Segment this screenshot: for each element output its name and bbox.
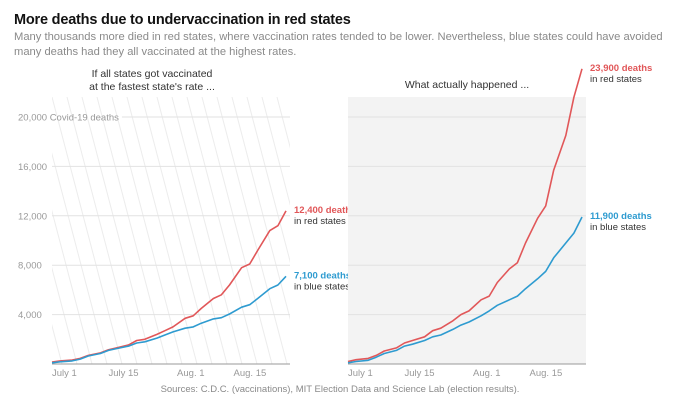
x-tick-label: July 1	[348, 368, 373, 379]
hatch-pattern	[0, 97, 290, 364]
y-tick-label: 8,000	[18, 261, 42, 272]
x-tick-label: Aug. 15	[234, 368, 267, 379]
hatch-line	[0, 97, 17, 364]
x-tick-label: July 15	[404, 368, 434, 379]
series-line-blue-states	[51, 275, 287, 364]
hatch-line	[52, 152, 108, 364]
panel-title: What actually happened ...	[405, 79, 529, 91]
y-tick-label: 12,000	[18, 211, 47, 222]
x-tick-label: Aug. 1	[473, 368, 500, 379]
x-tick-label: July 1	[52, 368, 77, 379]
series-line-blue-states	[347, 216, 583, 364]
hatch-line	[261, 97, 290, 206]
panel-title: at the fastest state's rate ...	[89, 81, 215, 93]
hatch-line	[0, 97, 32, 364]
x-tick-label: Aug. 15	[530, 368, 563, 379]
hatch-line	[141, 97, 213, 364]
hatch-line	[66, 97, 138, 364]
y-tick-label: 16,000	[18, 162, 47, 173]
hatch-line	[171, 97, 243, 364]
hatch-line	[96, 97, 168, 364]
end-label-value: 11,900 deaths	[590, 211, 652, 222]
series-line-red-states	[347, 68, 583, 363]
x-tick-label: July 15	[108, 368, 138, 379]
hatch-line	[246, 97, 290, 263]
end-label-sublabel: in blue states	[294, 281, 350, 292]
hatch-line	[111, 97, 183, 364]
y-tick-label: 4,000	[18, 310, 42, 321]
end-label-sublabel: in red states	[590, 74, 642, 85]
x-tick-label: Aug. 1	[177, 368, 204, 379]
chart-title: More deaths due to undervaccination in r…	[14, 12, 351, 28]
panel-background	[348, 97, 586, 364]
hatch-line	[0, 97, 2, 364]
y-tick-label: 20,000 Covid-19 deaths	[18, 113, 119, 124]
end-label-value: 7,100 deaths	[294, 270, 351, 281]
hatch-line	[52, 209, 93, 364]
panel-title: If all states got vaccinated	[92, 68, 213, 80]
source-note: Sources: C.D.C. (vaccinations), MIT Elec…	[160, 384, 520, 395]
hatch-line	[186, 97, 258, 364]
end-label-value: 12,400 deaths	[294, 205, 356, 216]
hatch-line	[81, 97, 153, 364]
hatch-line	[156, 97, 228, 364]
end-label-value: 23,900 deaths	[590, 63, 652, 74]
hatch-line	[231, 97, 290, 321]
hatch-line	[52, 323, 63, 364]
chart-subtitle: Many thousands more died in red states, …	[14, 31, 663, 58]
hatch-line	[0, 97, 47, 364]
end-label-sublabel: in red states	[294, 216, 346, 227]
hatch-line	[216, 97, 288, 364]
hatch-line	[126, 97, 198, 364]
hatch-line	[201, 97, 273, 364]
hatch-line	[52, 266, 78, 364]
panel-actual: What actually happened ... July 1 July 15 A…	[347, 63, 652, 379]
end-label-sublabel: in blue states	[590, 222, 646, 233]
hatch-line	[276, 97, 290, 149]
hatch-line	[52, 97, 123, 364]
